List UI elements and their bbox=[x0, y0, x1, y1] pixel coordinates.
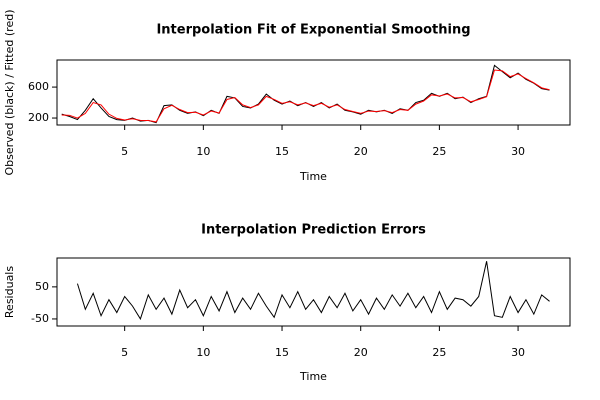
x-tick-label: 20 bbox=[354, 346, 368, 359]
x-tick-label: 20 bbox=[354, 145, 368, 158]
series-line bbox=[76, 261, 550, 321]
x-tick-label: 30 bbox=[511, 346, 525, 359]
x-tick-label: 5 bbox=[121, 145, 128, 158]
series-line bbox=[61, 64, 550, 124]
y-tick-label: 600 bbox=[28, 80, 49, 93]
y-axis-label: Residuals bbox=[3, 266, 16, 318]
x-tick-label: 10 bbox=[196, 145, 210, 158]
y-tick-label: 50 bbox=[35, 280, 49, 293]
y-tick-label: -50 bbox=[31, 312, 49, 325]
chart-title: Interpolation Prediction Errors bbox=[201, 223, 426, 238]
x-tick-label: 5 bbox=[121, 346, 128, 359]
x-axis-label: Time bbox=[299, 370, 327, 383]
plot-frame bbox=[56, 59, 571, 126]
y-axis-label: Observed (black) / Fitted (red) bbox=[3, 10, 16, 176]
series-line bbox=[61, 69, 550, 123]
plot-frame bbox=[56, 257, 571, 327]
x-tick-label: 25 bbox=[432, 346, 446, 359]
x-tick-label: 15 bbox=[275, 145, 289, 158]
x-tick-label: 25 bbox=[432, 145, 446, 158]
x-tick-label: 10 bbox=[196, 346, 210, 359]
x-tick-label: 15 bbox=[275, 346, 289, 359]
x-axis-label: Time bbox=[299, 170, 327, 183]
chart-title: Interpolation Fit of Exponential Smoothi… bbox=[156, 23, 470, 38]
x-tick-label: 30 bbox=[511, 145, 525, 158]
y-tick-label: 200 bbox=[28, 111, 49, 124]
